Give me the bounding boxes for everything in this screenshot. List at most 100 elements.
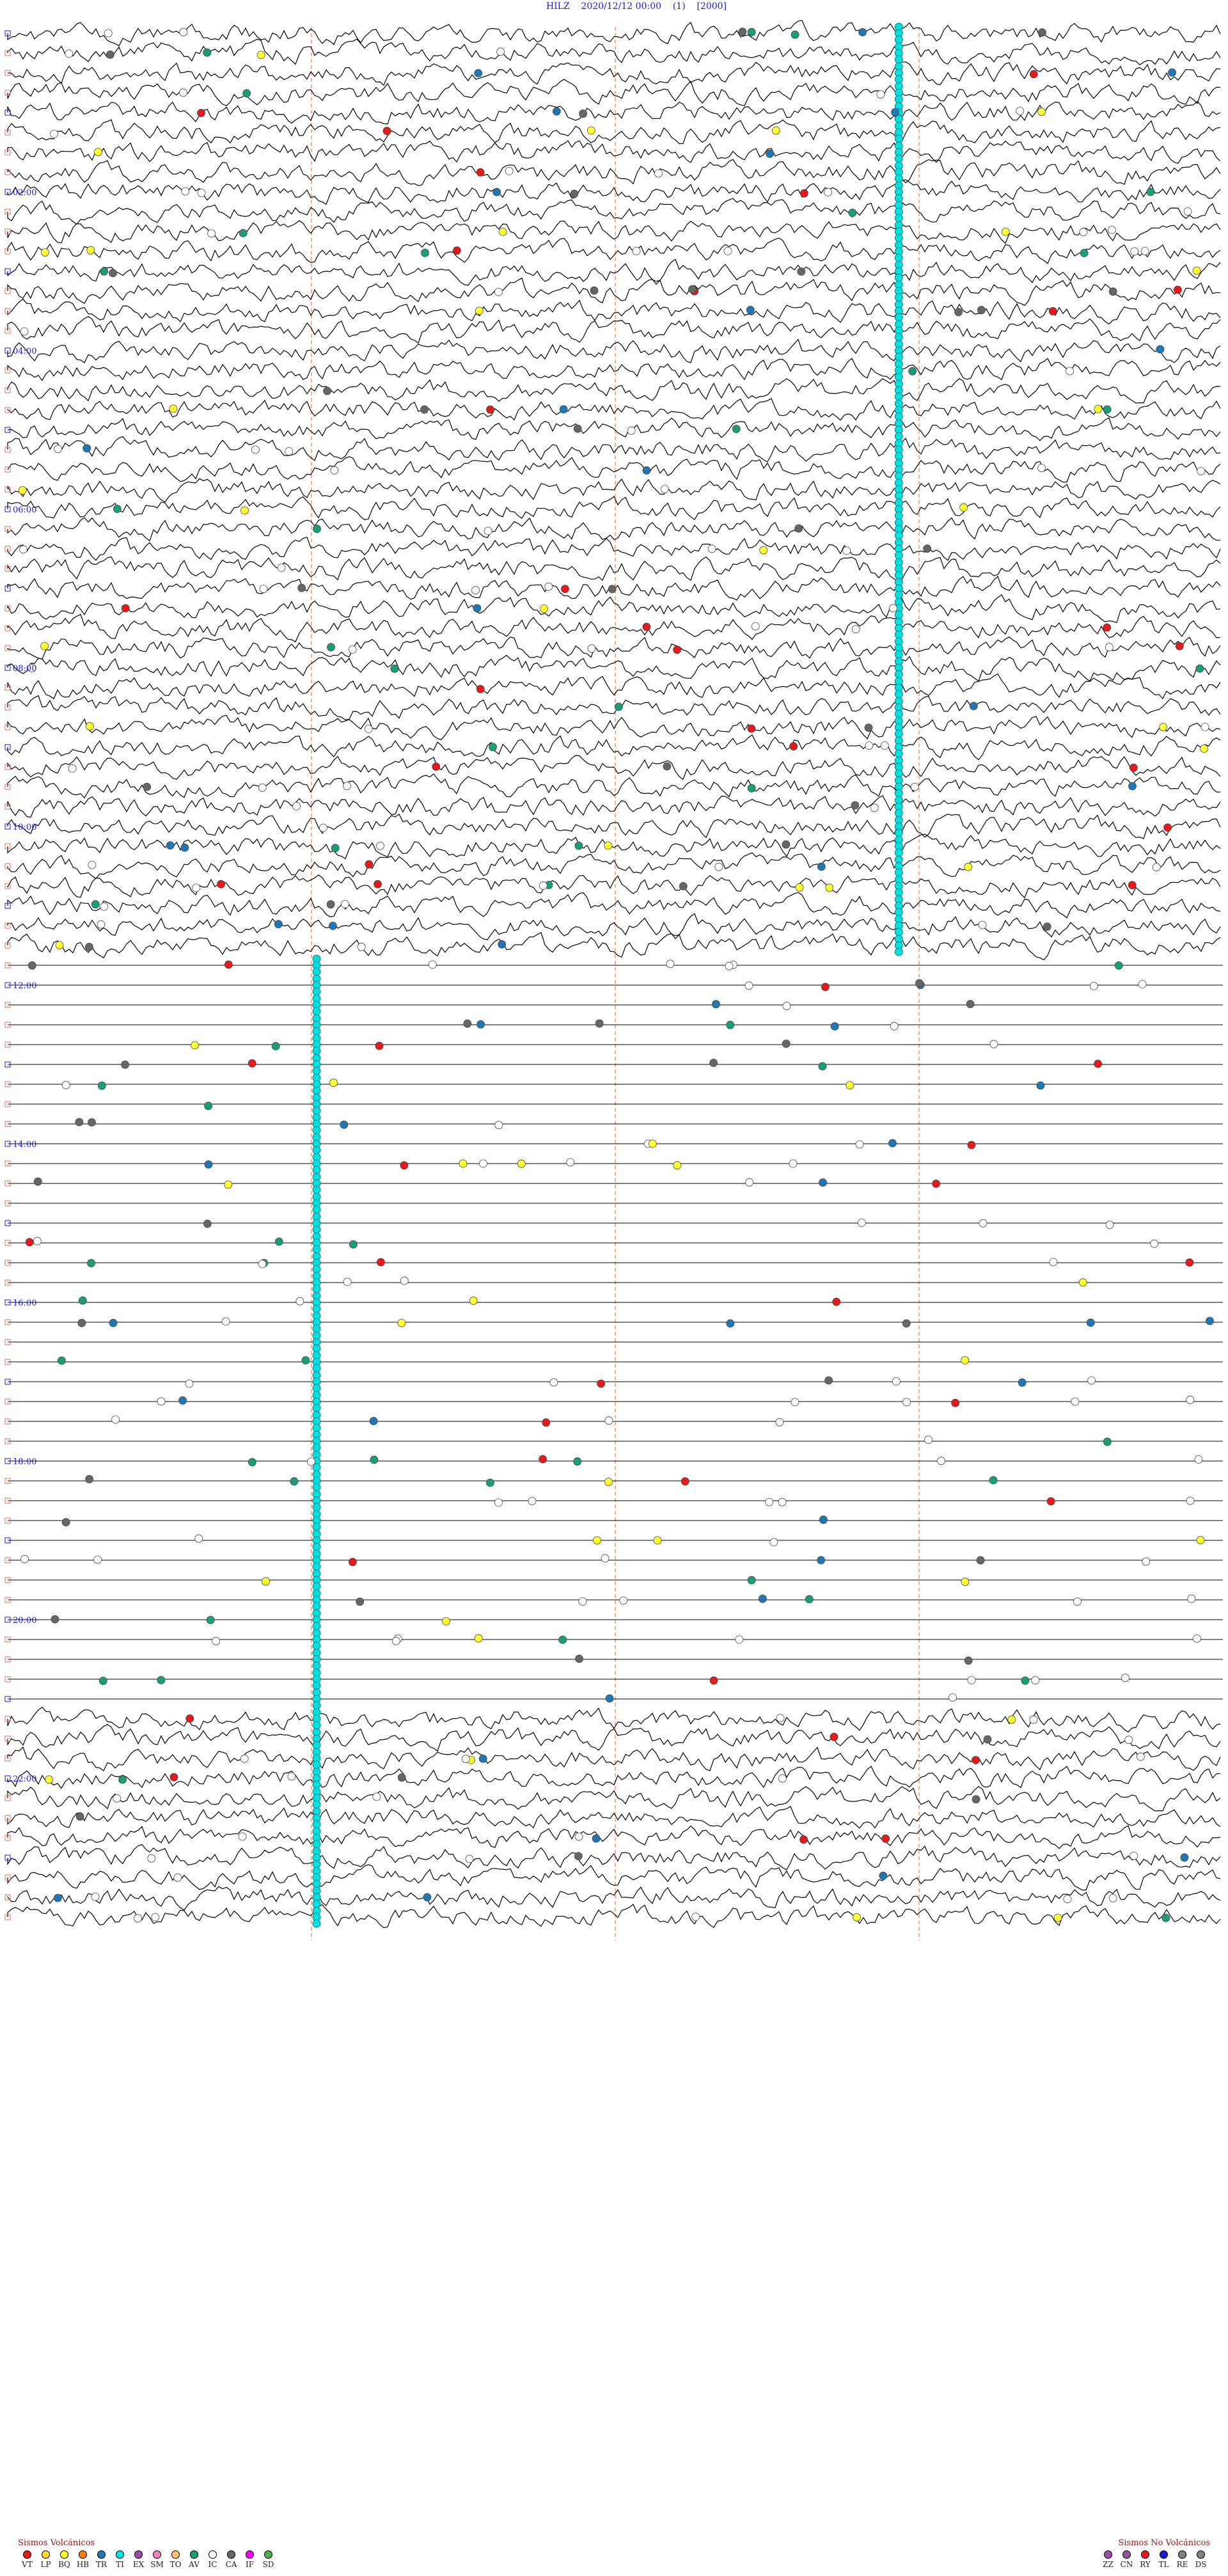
event-dot-112 [19, 545, 28, 554]
legend-nonvolcanic-dot-ry [1141, 2550, 1149, 2559]
event-dot-136 [349, 1240, 358, 1249]
seismogram-chart: 02:00 04:00 06:00 08:00 10:00 12:00 14:00 16:00… [4, 20, 1223, 1940]
event-dot-236 [747, 1576, 756, 1584]
event-dot-194 [1200, 723, 1209, 731]
row-tick-88 [4, 1775, 11, 1782]
event-dot-202 [461, 1755, 470, 1764]
event-dot-34 [113, 505, 122, 513]
event-marker-91-2 [312, 1840, 321, 1849]
event-dot-218 [370, 1455, 379, 1464]
event-dot-237 [1046, 1497, 1055, 1506]
event-marker-62-2 [312, 1265, 321, 1274]
event-dot-70 [851, 625, 860, 633]
event-dot-250 [707, 544, 716, 553]
event-dot-384 [964, 1656, 973, 1665]
event-dot-44 [75, 1812, 84, 1821]
trace-row-22 [7, 456, 1221, 483]
row-tick-59 [4, 1200, 11, 1206]
legend-volcanic-code-av: AV [189, 2560, 200, 2569]
event-dot-370 [307, 1457, 315, 1466]
row-tick-41 [4, 843, 11, 849]
event-dot-337 [474, 1634, 483, 1643]
row-tick-18 [4, 387, 11, 393]
trace-row-3 [7, 79, 1221, 106]
event-marker-43-2 [894, 888, 903, 897]
event-marker-10-2 [894, 233, 903, 242]
event-dot-373 [817, 862, 826, 871]
event-dot-268 [109, 269, 117, 278]
event-dot-252 [794, 524, 803, 533]
event-dot-137 [221, 1317, 230, 1326]
row-tick-86 [4, 1735, 11, 1742]
event-dot-361 [134, 1914, 142, 1923]
event-marker-2-2 [894, 75, 903, 84]
row-tick-29 [4, 605, 11, 612]
event-marker-55-2 [312, 1126, 321, 1135]
legend-volcanic-code-sm: SM [150, 2560, 164, 2569]
event-dot-231 [88, 1118, 96, 1126]
event-dot-324 [539, 881, 547, 890]
event-dot-49 [143, 782, 152, 791]
event-dot-372 [642, 466, 651, 475]
trace-row-43 [7, 874, 1221, 899]
event-dot-308 [558, 1635, 567, 1644]
legend-volcanic: Sismos Volcánicos VT LP BQ HB TR TI EX SM TO AV IC… [18, 2538, 278, 2569]
event-dot-277 [1186, 1496, 1195, 1505]
event-marker-84-2 [312, 1701, 321, 1710]
row-tick-89 [4, 1795, 11, 1801]
trace-row-15 [7, 316, 1221, 344]
event-dot-35 [41, 248, 49, 257]
event-dot-280 [1001, 227, 1010, 236]
event-dot-258 [1066, 367, 1074, 375]
event-dot-273 [486, 405, 494, 414]
event-marker-5-2 [894, 134, 903, 143]
event-dot-200 [1063, 1895, 1072, 1904]
event-dot-212 [714, 862, 723, 871]
row-tick-61 [4, 1240, 11, 1246]
event-dot-306 [1037, 107, 1046, 116]
event-marker-12-2 [894, 273, 903, 282]
event-dot-163 [771, 126, 780, 135]
event-dot-294 [285, 447, 294, 455]
event-dot-288 [691, 1913, 700, 1921]
event-marker-6-2 [894, 154, 903, 163]
legend-volcanic-item-sm: SM [148, 2550, 166, 2569]
event-marker-58-2 [312, 1185, 321, 1194]
row-tick-37 [4, 764, 11, 770]
event-dot-164 [1187, 1594, 1196, 1603]
legend-volcanic-code-to: TO [169, 2560, 182, 2569]
event-dot-391 [1128, 782, 1137, 791]
event-marker-56-2 [312, 1146, 321, 1155]
trace-row-7 [7, 159, 1221, 186]
row-tick-34 [4, 704, 11, 711]
event-dot-407 [726, 1319, 735, 1328]
trace-row-90 [7, 1806, 1221, 1829]
event-dot-291 [374, 880, 382, 889]
event-marker-71-2 [312, 1443, 321, 1452]
trace-row-8 [7, 179, 1221, 205]
event-dot-286 [972, 1756, 980, 1764]
event-dot-413 [1108, 225, 1116, 234]
event-dot-225 [329, 1079, 338, 1087]
event-marker-75-2 [312, 1522, 321, 1531]
event-dot-185 [262, 1577, 270, 1586]
event-marker-76-2 [312, 1542, 321, 1551]
event-marker-68-2 [312, 1384, 321, 1393]
event-dot-274 [185, 1714, 194, 1723]
event-dot-296 [476, 1020, 485, 1029]
row-ticks [4, 30, 11, 1920]
event-dot-74 [561, 585, 569, 593]
event-dot-179 [1080, 249, 1089, 257]
legend-volcanic-item-vt: VT [18, 2550, 36, 2569]
event-dot-353 [709, 1676, 718, 1685]
hour-labels: 02:00 04:00 06:00 08:00 10:00 12:00 14:00 16:00… [13, 188, 36, 1784]
event-dot-18 [830, 1732, 838, 1741]
event-marker-85-2 [312, 1721, 321, 1730]
row-tick-1 [4, 50, 11, 56]
event-dot-104 [68, 764, 77, 773]
event-dot-110 [593, 1536, 601, 1545]
event-marker-95-2 [312, 1919, 321, 1928]
event-dot-153 [747, 28, 756, 36]
row-tick-72 [4, 1458, 11, 1464]
event-dot-86 [1180, 1853, 1189, 1862]
